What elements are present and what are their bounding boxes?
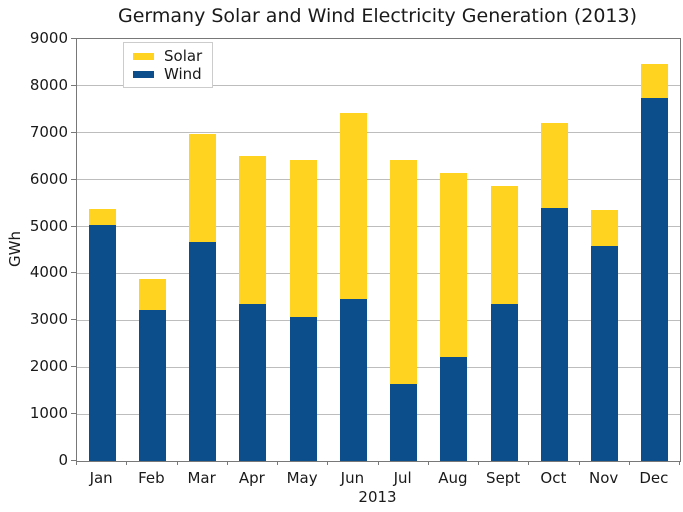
legend-item-wind: Wind — [133, 65, 202, 83]
x-tick-label-jun: Jun — [340, 469, 365, 487]
x-tick-mark — [427, 461, 429, 465]
bar-jan-solar — [88, 208, 116, 226]
y-tick-label: 5000 — [29, 216, 68, 235]
y-tick-mark — [71, 366, 76, 368]
y-tick-mark — [71, 460, 76, 461]
x-tick-mark — [176, 461, 178, 465]
y-tick-label: 1000 — [29, 404, 68, 423]
bar-jul-solar — [390, 159, 418, 384]
gridline-4000 — [77, 272, 680, 274]
gridline-7000 — [77, 132, 680, 134]
x-tick-label-aug: Aug — [438, 469, 468, 487]
y-tick-mark — [71, 84, 76, 86]
x-tick-mark — [126, 461, 128, 465]
legend-label-wind: Wind — [164, 65, 202, 83]
bar-jul-wind — [390, 383, 418, 461]
x-tick-label-jan: Jan — [89, 469, 113, 487]
bar-jun-wind — [339, 298, 367, 461]
x-tick-label-feb: Feb — [138, 469, 165, 487]
y-tick-label: 8000 — [29, 75, 68, 94]
bar-nov-solar — [591, 210, 619, 247]
bar-may-solar — [289, 160, 317, 318]
bar-apr-solar — [239, 156, 267, 305]
x-tick-mark — [528, 461, 530, 465]
wind-swatch — [133, 70, 154, 78]
y-tick-label: 9000 — [29, 29, 68, 47]
x-tick-label-sept: Sept — [486, 469, 521, 487]
bar-jan-wind — [88, 225, 116, 461]
x-tick-mark — [76, 461, 77, 465]
bar-sept-solar — [490, 185, 518, 304]
legend-item-solar: Solar — [133, 47, 202, 65]
y-tick-mark — [71, 413, 76, 415]
y-tick-mark — [71, 225, 76, 227]
bar-aug-wind — [440, 357, 468, 461]
bar-aug-solar — [440, 172, 468, 358]
bar-mar-wind — [189, 242, 217, 461]
y-tick-mark — [71, 319, 76, 321]
y-tick-mark — [71, 178, 76, 180]
y-tick-label: 7000 — [29, 122, 68, 141]
legend-label-solar: Solar — [164, 47, 203, 65]
x-tick-label-nov: Nov — [588, 469, 619, 487]
bar-dec-solar — [641, 63, 669, 99]
bar-sept-wind — [490, 303, 518, 461]
gridline-6000 — [77, 179, 680, 181]
x-tick-mark — [578, 461, 580, 465]
x-tick-label-mar: Mar — [187, 469, 216, 487]
x-tick-mark — [679, 461, 680, 465]
x-tick-mark — [226, 461, 228, 465]
x-tick-mark — [628, 461, 630, 465]
bar-may-wind — [289, 317, 317, 461]
x-tick-mark — [478, 461, 479, 465]
x-tick-label-apr: Apr — [238, 469, 265, 487]
bar-apr-wind — [239, 304, 267, 461]
x-tick-mark — [377, 461, 379, 465]
y-tick-mark — [71, 272, 76, 274]
bar-oct-wind — [540, 208, 568, 461]
gridline-1000 — [77, 413, 680, 415]
y-tick-label: 0 — [58, 451, 68, 469]
x-tick-label-may: May — [286, 469, 318, 487]
y-tick-label: 2000 — [29, 357, 68, 376]
y-tick-label: 3000 — [29, 310, 68, 329]
bar-oct-solar — [540, 122, 568, 209]
bar-feb-wind — [138, 310, 166, 461]
solar-swatch — [133, 52, 154, 60]
x-tick-mark — [277, 461, 278, 465]
bar-jun-solar — [339, 112, 367, 299]
bar-mar-solar — [189, 134, 217, 243]
y-tick-mark — [71, 131, 76, 133]
x-axis-title: 2013 — [358, 488, 397, 506]
y-axis-title: GWh — [6, 231, 24, 267]
x-tick-label-dec: Dec — [639, 469, 669, 487]
bar-feb-solar — [138, 279, 166, 311]
chart-title: Germany Solar and Wind Electricity Gener… — [117, 5, 638, 27]
gridline-2000 — [77, 366, 680, 368]
bar-dec-wind — [641, 98, 669, 461]
legend: Solar Wind — [123, 42, 214, 88]
x-tick-label-oct: Oct — [540, 469, 567, 487]
x-tick-label-jul: Jul — [393, 469, 412, 487]
y-tick-label: 4000 — [29, 263, 68, 282]
x-tick-mark — [327, 461, 329, 465]
y-tick-mark — [71, 38, 76, 39]
gridline-3000 — [77, 319, 680, 321]
gridline-5000 — [77, 226, 680, 228]
bar-nov-wind — [591, 246, 619, 461]
y-tick-label: 6000 — [29, 169, 68, 188]
plot-area: Solar Wind — [76, 38, 681, 462]
gridline-8000 — [77, 85, 680, 87]
